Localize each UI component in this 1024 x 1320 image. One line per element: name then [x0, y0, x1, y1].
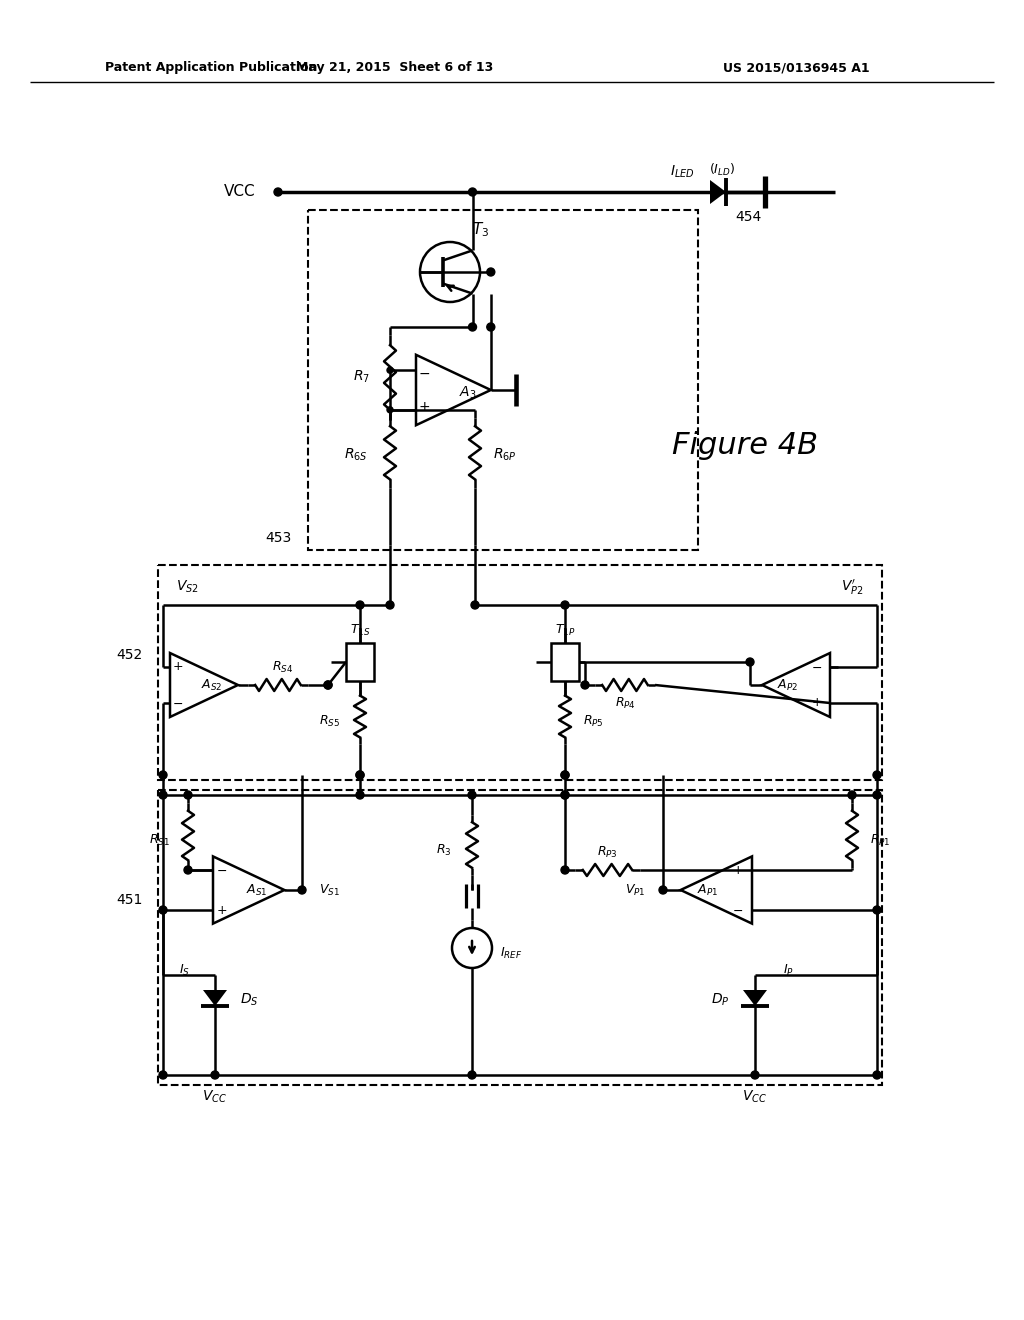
Circle shape: [471, 601, 479, 609]
Text: $I_{REF}$: $I_{REF}$: [500, 945, 522, 961]
Bar: [158, 789, 882, 1085]
Circle shape: [659, 886, 667, 894]
Text: May 21, 2015  Sheet 6 of 13: May 21, 2015 Sheet 6 of 13: [296, 62, 494, 74]
Text: $R_{P4}$: $R_{P4}$: [614, 696, 636, 710]
Circle shape: [561, 771, 569, 779]
Circle shape: [468, 791, 476, 799]
Text: $T_{1S}$: $T_{1S}$: [350, 623, 371, 638]
Text: $R_{6S}$: $R_{6S}$: [344, 446, 368, 463]
Circle shape: [298, 886, 306, 894]
Text: US 2015/0136945 A1: US 2015/0136945 A1: [723, 62, 870, 74]
Circle shape: [159, 791, 167, 799]
Circle shape: [468, 1071, 476, 1078]
Text: $T_{1P}$: $T_{1P}$: [555, 623, 575, 638]
Text: $-$: $-$: [172, 697, 183, 710]
Text: $A_{S2}$: $A_{S2}$: [202, 677, 222, 693]
Text: $-$: $-$: [732, 903, 743, 916]
Circle shape: [211, 1071, 219, 1078]
Bar: [551, 643, 579, 681]
Text: $V_{P2}^{\prime}$: $V_{P2}^{\prime}$: [842, 577, 864, 597]
Text: $I_P$: $I_P$: [783, 962, 794, 978]
Text: $I_{LED}$: $I_{LED}$: [670, 164, 694, 181]
Text: $-$: $-$: [418, 366, 430, 380]
Circle shape: [561, 791, 569, 799]
Text: $V_{CC}$: $V_{CC}$: [203, 1089, 227, 1105]
Text: $D_P$: $D_P$: [712, 991, 730, 1008]
Circle shape: [356, 791, 364, 799]
Circle shape: [159, 771, 167, 779]
Text: 452: 452: [117, 648, 143, 663]
Circle shape: [873, 791, 881, 799]
Text: $V_{S1}$: $V_{S1}$: [319, 883, 340, 898]
Text: $(I_{LD})$: $(I_{LD})$: [709, 162, 735, 178]
Circle shape: [387, 407, 393, 413]
Text: VCC: VCC: [224, 185, 256, 199]
Text: $+$: $+$: [732, 863, 743, 876]
Text: $+$: $+$: [418, 400, 430, 413]
Text: $R_{S5}$: $R_{S5}$: [318, 713, 340, 729]
Circle shape: [873, 906, 881, 913]
Text: $R_{6P}$: $R_{6P}$: [493, 446, 517, 463]
Circle shape: [184, 791, 193, 799]
Text: $D_S$: $D_S$: [240, 991, 258, 1008]
Text: $V_{P1}$: $V_{P1}$: [626, 883, 646, 898]
Text: $+$: $+$: [811, 697, 822, 710]
Circle shape: [873, 771, 881, 779]
Text: $R_3$: $R_3$: [436, 842, 452, 858]
Bar: [158, 565, 882, 780]
Circle shape: [356, 771, 364, 779]
Polygon shape: [710, 180, 726, 205]
Circle shape: [561, 771, 569, 779]
Circle shape: [873, 1071, 881, 1078]
Text: $R_{P5}$: $R_{P5}$: [583, 713, 604, 729]
Circle shape: [356, 771, 364, 779]
Text: Patent Application Publication: Patent Application Publication: [105, 62, 317, 74]
Circle shape: [324, 681, 332, 689]
Text: $-$: $-$: [811, 660, 822, 673]
Circle shape: [469, 323, 476, 331]
Text: $A_{P1}$: $A_{P1}$: [697, 883, 719, 898]
Text: $-$: $-$: [216, 863, 227, 876]
Text: $A_3$: $A_3$: [459, 385, 477, 401]
Circle shape: [469, 187, 476, 195]
Text: $R_7$: $R_7$: [353, 368, 370, 385]
Text: $A_{P2}$: $A_{P2}$: [777, 677, 799, 693]
Circle shape: [184, 866, 193, 874]
Text: Figure 4B: Figure 4B: [672, 430, 818, 459]
Polygon shape: [203, 990, 227, 1006]
Bar: [308, 210, 698, 550]
Text: $R_{S4}$: $R_{S4}$: [272, 660, 294, 675]
Text: $V_{S2}$: $V_{S2}$: [176, 578, 199, 595]
Text: 451: 451: [117, 894, 143, 907]
Text: $V_{CC}$: $V_{CC}$: [742, 1089, 768, 1105]
Text: 454: 454: [735, 210, 761, 224]
Bar: [346, 643, 374, 681]
Text: $+$: $+$: [172, 660, 183, 673]
Circle shape: [159, 1071, 167, 1078]
Circle shape: [746, 657, 754, 667]
Circle shape: [486, 268, 495, 276]
Text: 453: 453: [266, 531, 292, 545]
Circle shape: [159, 906, 167, 913]
Circle shape: [386, 601, 394, 609]
Circle shape: [561, 791, 569, 799]
Circle shape: [387, 367, 393, 374]
Text: $A_{S1}$: $A_{S1}$: [246, 883, 267, 898]
Text: $T_3$: $T_3$: [472, 220, 489, 239]
Text: $I_S$: $I_S$: [179, 962, 190, 978]
Circle shape: [561, 601, 569, 609]
Text: $R_{P3}$: $R_{P3}$: [597, 845, 617, 859]
Circle shape: [581, 681, 589, 689]
Circle shape: [486, 323, 495, 331]
Circle shape: [751, 1071, 759, 1078]
Circle shape: [561, 866, 569, 874]
Circle shape: [848, 791, 856, 799]
Circle shape: [324, 681, 332, 689]
Text: $R_{P1}$: $R_{P1}$: [870, 833, 891, 847]
Text: $+$: $+$: [216, 903, 227, 916]
Circle shape: [274, 187, 282, 195]
Polygon shape: [743, 990, 767, 1006]
Circle shape: [356, 601, 364, 609]
Text: $R_{S1}$: $R_{S1}$: [150, 833, 170, 847]
